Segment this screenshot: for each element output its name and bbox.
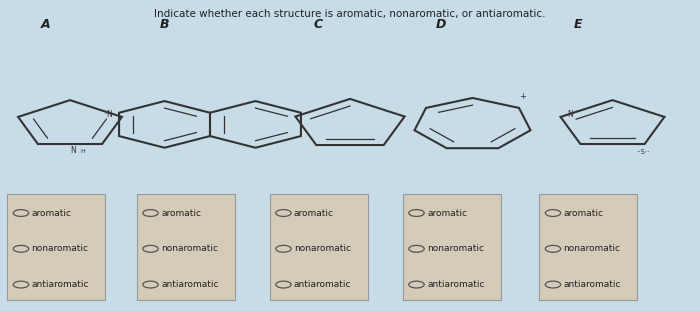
Text: ··S··: ··S·· — [636, 149, 650, 155]
Text: antiaromatic: antiaromatic — [564, 280, 621, 289]
Text: aromatic: aromatic — [32, 209, 71, 217]
Text: Indicate whether each structure is aromatic, nonaromatic, or antiaromatic.: Indicate whether each structure is aroma… — [154, 9, 546, 19]
Text: ⁻N: ⁻N — [104, 110, 113, 119]
Text: A: A — [41, 18, 50, 31]
FancyBboxPatch shape — [7, 194, 105, 300]
Text: nonaromatic: nonaromatic — [564, 244, 620, 253]
FancyBboxPatch shape — [402, 194, 500, 300]
Text: aromatic: aromatic — [564, 209, 603, 217]
Text: aromatic: aromatic — [294, 209, 334, 217]
Text: aromatic: aromatic — [161, 209, 201, 217]
Text: nonaromatic: nonaromatic — [427, 244, 484, 253]
Text: D: D — [436, 18, 446, 31]
Text: ⁻: ⁻ — [576, 109, 580, 115]
Text: nonaromatic: nonaromatic — [32, 244, 88, 253]
Text: E: E — [573, 18, 582, 31]
Text: C: C — [314, 18, 323, 31]
Text: +: + — [519, 92, 526, 101]
Text: antiaromatic: antiaromatic — [32, 280, 89, 289]
FancyBboxPatch shape — [136, 194, 234, 300]
Text: nonaromatic: nonaromatic — [161, 244, 218, 253]
FancyBboxPatch shape — [270, 194, 368, 300]
Text: N: N — [568, 110, 573, 119]
FancyBboxPatch shape — [539, 194, 637, 300]
Text: antiaromatic: antiaromatic — [427, 280, 484, 289]
Text: antiaromatic: antiaromatic — [161, 280, 218, 289]
Text: nonaromatic: nonaromatic — [294, 244, 351, 253]
Text: B: B — [160, 18, 169, 31]
Text: aromatic: aromatic — [427, 209, 467, 217]
Text: antiaromatic: antiaromatic — [294, 280, 351, 289]
Text: N: N — [70, 146, 76, 155]
Text: H: H — [80, 149, 85, 154]
